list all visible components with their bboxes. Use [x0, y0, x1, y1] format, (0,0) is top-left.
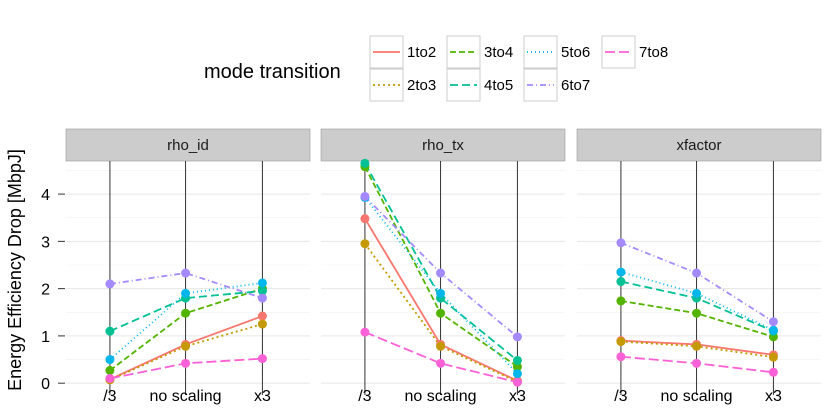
data-point-7to8: [616, 352, 626, 362]
legend-label: 6to7: [561, 77, 590, 94]
data-point-5to6: [436, 288, 446, 298]
data-point-5to6: [181, 288, 191, 298]
data-point-1to2: [360, 214, 370, 224]
legend-label: 4to5: [484, 77, 513, 94]
legend-title: mode transition: [204, 61, 341, 83]
data-point-6to7: [768, 317, 778, 327]
series-line-5to6: [364, 196, 519, 375]
data-point-7to8: [436, 358, 446, 368]
data-point-6to7: [436, 268, 446, 278]
series-line-7to8: [364, 331, 518, 384]
panel-rho_tx: rho_tx/3 no scaling x3: [320, 128, 566, 405]
data-point-6to7: [360, 191, 370, 201]
data-point-5to6: [257, 278, 267, 288]
data-point-7to8: [105, 373, 115, 383]
data-point-5to6: [768, 325, 778, 335]
legend-key-box: [523, 35, 558, 69]
data-point-6to7: [181, 268, 191, 278]
legend-key-box: [369, 68, 404, 102]
data-point-4to5: [257, 286, 267, 296]
y-tick-label: 0: [41, 376, 50, 393]
x-tick-label: /3: [358, 388, 371, 405]
data-point-6to7: [692, 268, 702, 278]
x-tick-label: /3: [614, 388, 627, 405]
data-point-2to3: [616, 337, 626, 347]
data-point-2to3: [257, 319, 267, 329]
facet-strip: [65, 128, 311, 162]
legend-label: 2to3: [407, 77, 436, 94]
data-point-7to8: [512, 377, 522, 387]
series-line-4to5: [109, 290, 263, 333]
data-point-4to5: [512, 355, 522, 365]
facet-strip: [320, 128, 566, 162]
data-point-3to4: [181, 308, 191, 318]
series-line-4to5: [364, 162, 518, 362]
facet-strip-label: rho_tx: [422, 137, 464, 154]
y-axis-title: Energy Efficiency Drop [MbpJ]: [5, 149, 25, 391]
chart-panels: rho_id/3 no scaling x3 rho_tx/3 no scaling x3…: [65, 128, 822, 405]
data-point-6to7: [616, 238, 626, 248]
data-point-6to7: [512, 332, 522, 342]
legend-label: 3to4: [484, 44, 513, 61]
data-point-7to8: [257, 354, 267, 364]
x-tick-label: x3: [765, 388, 782, 405]
y-tick-label: 3: [41, 234, 50, 251]
data-point-4to5: [105, 326, 115, 336]
data-point-4to5: [360, 158, 370, 168]
facet-strip-label: xfactor: [676, 137, 721, 154]
legend-label: 1to2: [407, 44, 436, 61]
y-axis: 0 1 2 3 4: [41, 187, 65, 393]
panel-xfactor: xfactor/3 no scaling x3: [576, 128, 822, 405]
panel-rho_id: rho_id/3 no scaling x3: [65, 128, 311, 405]
data-point-4to5: [616, 277, 626, 287]
x-tick-label: no scaling: [150, 388, 222, 405]
legend-label: 7to8: [639, 44, 668, 61]
data-point-1to2: [257, 311, 267, 321]
x-tick-label: no scaling: [405, 388, 477, 405]
y-tick-label: 4: [41, 187, 50, 204]
data-point-3to4: [692, 308, 702, 318]
data-point-6to7: [105, 279, 115, 289]
data-point-2to3: [692, 341, 702, 351]
data-point-2to3: [360, 239, 370, 249]
data-point-7to8: [181, 358, 191, 368]
data-point-2to3: [768, 352, 778, 362]
data-point-5to6: [512, 369, 522, 379]
series-line-3to4: [364, 166, 518, 368]
legend-label: 5to6: [561, 44, 590, 61]
x-tick-label: no scaling: [661, 388, 733, 405]
facet-strip-label: rho_id: [167, 137, 209, 154]
x-tick-label: x3: [509, 388, 526, 405]
data-point-7to8: [768, 367, 778, 377]
data-point-3to4: [616, 296, 626, 306]
series-line-6to7: [109, 272, 263, 299]
data-point-7to8: [692, 358, 702, 368]
x-tick-label: /3: [103, 388, 116, 405]
y-tick-label: 1: [41, 329, 50, 346]
data-point-7to8: [360, 327, 370, 337]
data-point-5to6: [692, 288, 702, 298]
data-point-2to3: [181, 341, 191, 351]
data-point-6to7: [257, 293, 267, 303]
facet-strip: [576, 128, 822, 162]
data-point-5to6: [616, 267, 626, 277]
x-tick-label: x3: [254, 388, 271, 405]
data-point-2to3: [436, 341, 446, 351]
series-line-2to3: [109, 323, 263, 381]
y-tick-label: 2: [41, 282, 50, 299]
data-point-3to4: [105, 365, 115, 375]
data-point-3to4: [436, 308, 446, 318]
legend: mode transition 1to2 2to3 3to4 4to5 5to6 6to7 7…: [204, 35, 668, 102]
data-point-5to6: [105, 355, 115, 365]
